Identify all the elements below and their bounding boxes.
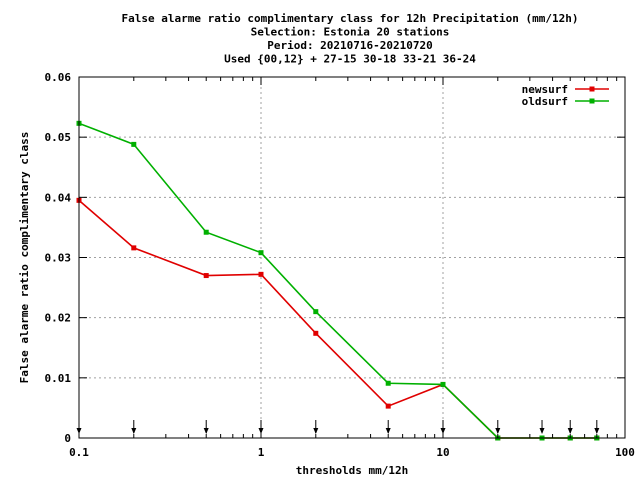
series-line-oldsurf: [78, 122, 597, 439]
tick-labels: 0 0.01 0.02 0.03 0.04 0.05 0.06 0.1 1 10 100: [45, 71, 635, 459]
threshold-marker-head: [131, 428, 137, 434]
y-tick-label: 0.01: [45, 372, 72, 385]
threshold-markers: [76, 420, 600, 434]
data-point-oldsurf: [440, 381, 446, 387]
title-line: Selection: Estonia 20 stations: [251, 26, 450, 39]
threshold-marker-head: [539, 428, 545, 434]
legend-label-newsurf: newsurf: [522, 83, 568, 96]
data-point-newsurf: [258, 271, 264, 277]
data-point-oldsurf: [131, 141, 137, 147]
axis-ticks: [78, 76, 626, 439]
threshold-marker-head: [495, 428, 501, 434]
x-tick-label: 10: [436, 446, 449, 459]
title-line: Used {00,12} + 27-15 30-18 33-21 36-24: [224, 53, 476, 66]
chart-title: False alarme ratio complimentary class f…: [122, 12, 579, 66]
legend-marker-newsurf: [589, 86, 595, 92]
y-axis-label: False alarme ratio complimentary class: [18, 132, 31, 384]
data-point-oldsurf: [385, 380, 391, 386]
y-tick-label: 0.05: [45, 131, 72, 144]
data-point-oldsurf: [258, 250, 264, 256]
x-axis-label: thresholds mm/12h: [296, 464, 409, 477]
threshold-marker-head: [313, 428, 319, 434]
threshold-marker-head: [203, 428, 209, 434]
data-point-oldsurf: [203, 229, 209, 235]
title-line: Period: 20210716-20210720: [267, 39, 433, 52]
data-point-oldsurf: [313, 309, 319, 315]
x-tick-label: 0.1: [69, 446, 89, 459]
data-point-newsurf: [385, 403, 391, 409]
data-point-newsurf: [131, 245, 137, 251]
legend-marker-oldsurf: [589, 98, 595, 104]
legend-label-oldsurf: oldsurf: [522, 95, 568, 108]
y-tick-label: 0.06: [45, 71, 72, 84]
threshold-marker-head: [594, 428, 600, 434]
series-layer: [76, 120, 600, 441]
series-line-newsurf: [78, 199, 597, 439]
y-tick-label: 0.02: [45, 312, 72, 325]
data-point-newsurf: [313, 330, 319, 336]
threshold-marker-head: [385, 428, 391, 434]
y-tick-label: 0.03: [45, 252, 72, 265]
data-point-newsurf: [203, 273, 209, 279]
y-tick-label: 0.04: [45, 191, 72, 204]
x-tick-label: 1: [258, 446, 265, 459]
y-tick-label: 0: [64, 432, 71, 445]
grid-lines: [79, 77, 625, 438]
title-line: False alarme ratio complimentary class f…: [122, 12, 579, 25]
x-tick-label: 100: [615, 446, 635, 459]
threshold-marker-head: [567, 428, 573, 434]
